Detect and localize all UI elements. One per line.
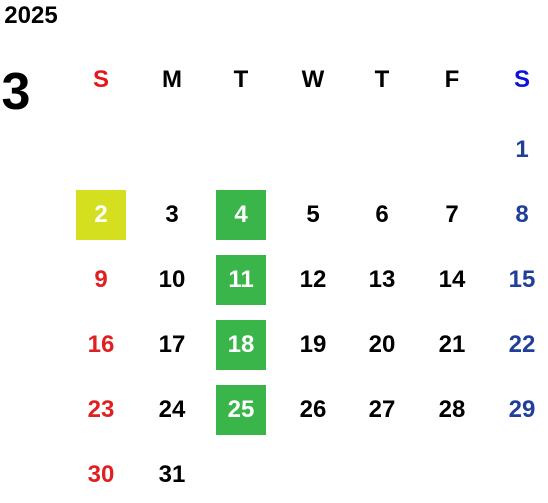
day: 9	[94, 266, 108, 293]
day: 19	[299, 331, 327, 358]
weekday-label: S	[92, 66, 110, 93]
weekday-label: F	[444, 66, 460, 93]
day: 23	[87, 396, 115, 423]
highlight	[76, 190, 126, 240]
day: 7	[445, 201, 459, 228]
weekday-label: W	[301, 66, 325, 93]
day: 5	[306, 201, 320, 228]
highlight	[216, 255, 266, 305]
highlight	[216, 190, 266, 240]
highlight	[216, 320, 266, 370]
year: 2025	[4, 2, 58, 29]
day: 12	[299, 266, 327, 293]
month: 3	[1, 63, 31, 121]
day: 13	[368, 266, 396, 293]
weekday-label: T	[374, 66, 390, 93]
day: 8	[515, 201, 529, 228]
day: 30	[87, 461, 115, 488]
weekday-label: T	[233, 66, 249, 93]
highlight	[216, 385, 266, 435]
day: 20	[368, 331, 396, 358]
day: 24	[158, 396, 186, 423]
weekday-label: M	[162, 66, 182, 93]
day: 11	[228, 266, 254, 293]
day: 4	[234, 201, 248, 228]
day: 2	[94, 201, 108, 228]
day: 28	[438, 396, 466, 423]
day: 25	[227, 396, 255, 423]
day: 27	[368, 396, 396, 423]
day: 18	[227, 331, 255, 358]
day: 10	[158, 266, 186, 293]
day: 1	[515, 136, 529, 163]
day: 3	[165, 201, 179, 228]
day: 17	[158, 331, 186, 358]
day: 21	[438, 331, 466, 358]
day: 29	[508, 396, 536, 423]
day: 26	[299, 396, 327, 423]
day: 16	[87, 331, 115, 358]
day: 14	[438, 266, 466, 293]
day: 6	[375, 201, 389, 228]
day: 22	[508, 331, 536, 358]
day: 31	[158, 461, 186, 488]
weekday-label: S	[513, 66, 531, 93]
day: 15	[508, 266, 536, 293]
